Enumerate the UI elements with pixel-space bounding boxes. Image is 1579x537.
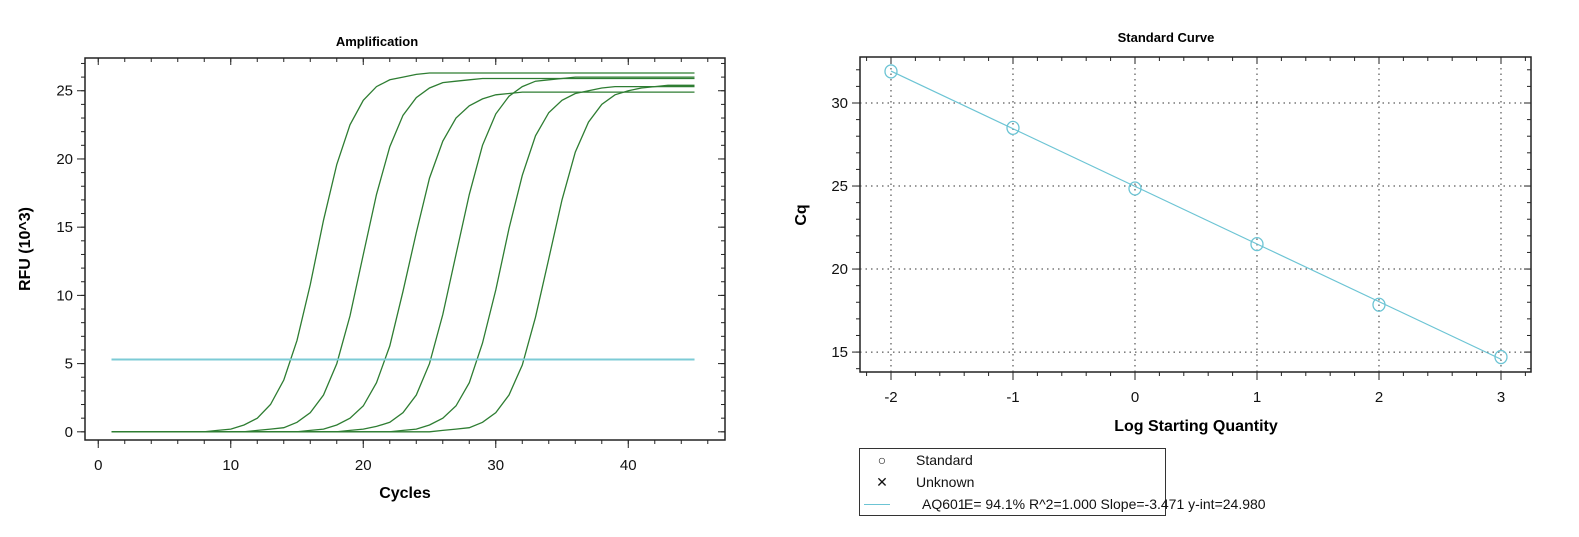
standard-curve-chart: Standard Curve Log Starting Quantity Cq … bbox=[793, 30, 1532, 435]
legend-label: Standard bbox=[916, 452, 973, 468]
amplification-curve-3 bbox=[111, 91, 695, 433]
standard-point bbox=[1250, 236, 1264, 252]
amplification-x-label: Cycles bbox=[379, 485, 431, 502]
amplification-curve-5 bbox=[111, 85, 695, 433]
y-tick-label: 20 bbox=[56, 151, 73, 168]
y-tick-label: 25 bbox=[56, 83, 73, 100]
x-tick-label: 30 bbox=[487, 457, 504, 474]
fit-line-swatch-icon bbox=[864, 504, 890, 505]
legend-item-fit: AQ601 E= 94.1% R^2=1.000 Slope=-3.471 y-… bbox=[860, 494, 1266, 514]
standard-point bbox=[1494, 349, 1508, 365]
amplification-curve-6 bbox=[111, 84, 695, 433]
standard-curve-x-label: Log Starting Quantity bbox=[1114, 418, 1278, 435]
amplification-title: Amplification bbox=[336, 34, 418, 49]
legend-label: Unknown bbox=[916, 474, 975, 490]
y-tick-label: 5 bbox=[65, 356, 73, 373]
amplification-curve-4 bbox=[111, 76, 695, 433]
amplification-curve-1 bbox=[111, 72, 695, 433]
amplification-curve-2 bbox=[111, 77, 695, 433]
x-tick-label: 0 bbox=[94, 457, 102, 474]
y-tick-label: 15 bbox=[831, 344, 848, 361]
y-tick-label: 25 bbox=[831, 178, 848, 195]
legend-item-unknown: ✕ Unknown bbox=[860, 472, 1165, 492]
fit-line bbox=[890, 70, 1502, 360]
amplification-chart: Amplification Cycles RFU (10^3) 0 10 20 30 4… bbox=[17, 34, 726, 502]
amplification-y-label: RFU (10^3) bbox=[17, 207, 34, 291]
y-tick-label: 20 bbox=[831, 261, 848, 278]
legend-fit-stats: E= 94.1% R^2=1.000 Slope=-3.471 y-int=24… bbox=[964, 496, 1266, 512]
x-tick-label: 20 bbox=[355, 457, 372, 474]
x-tick-label: -2 bbox=[884, 389, 897, 406]
standard-curve-title: Standard Curve bbox=[1118, 30, 1215, 45]
x-tick-label: 2 bbox=[1375, 389, 1383, 406]
x-tick-label: 0 bbox=[1131, 389, 1139, 406]
x-tick-label: 1 bbox=[1253, 389, 1261, 406]
standard-point bbox=[884, 64, 898, 79]
x-tick-label: 40 bbox=[620, 457, 637, 474]
circle-marker-icon: ○ bbox=[877, 452, 887, 468]
y-tick-label: 0 bbox=[65, 424, 73, 441]
x-marker-icon: ✕ bbox=[876, 474, 888, 490]
y-tick-label: 15 bbox=[56, 219, 73, 236]
plot-frame bbox=[859, 56, 1532, 373]
legend-fit-name: AQ601 bbox=[922, 496, 966, 512]
standard-curve-y-label: Cq bbox=[793, 204, 810, 225]
standard-point bbox=[1128, 181, 1142, 196]
y-tick-label: 10 bbox=[56, 287, 73, 304]
x-tick-label: -1 bbox=[1006, 389, 1019, 406]
standard-curve-legend: ○ Standard ✕ Unknown AQ601 E= 94.1% R^2=… bbox=[859, 448, 1266, 516]
x-tick-label: 10 bbox=[222, 457, 239, 474]
plot-frame bbox=[84, 57, 726, 441]
y-tick-label: 30 bbox=[831, 95, 848, 112]
legend-item-standard: ○ Standard bbox=[860, 450, 1165, 470]
standard-point bbox=[1372, 297, 1386, 312]
x-tick-label: 3 bbox=[1497, 389, 1505, 406]
standard-point bbox=[1006, 120, 1020, 136]
